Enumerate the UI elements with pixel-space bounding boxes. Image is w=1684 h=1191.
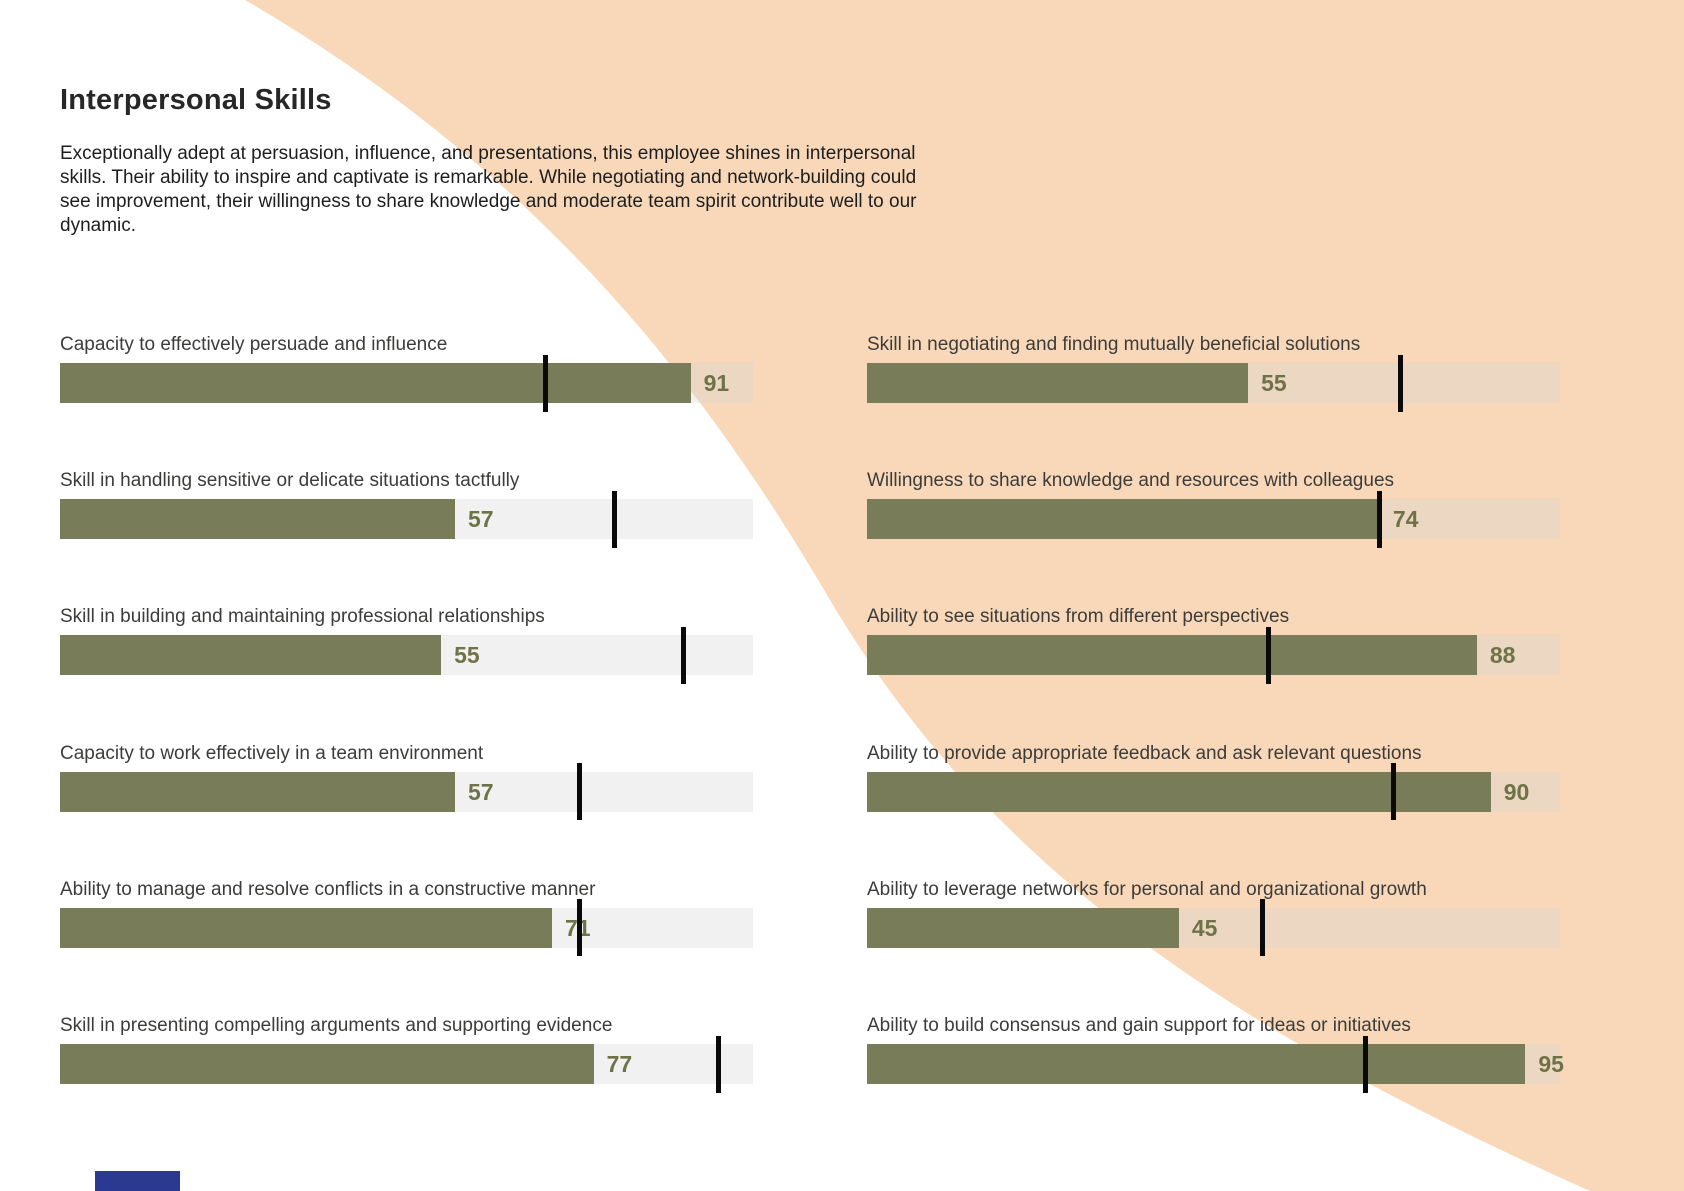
skill-bar-track — [60, 771, 753, 812]
skill-bar-fill — [60, 635, 442, 676]
benchmark-tick — [715, 1035, 721, 1093]
benchmark-tick — [611, 490, 617, 548]
skill-bar-fill — [867, 1044, 1526, 1084]
skill-bar-fill — [867, 363, 1249, 403]
benchmark-tick — [1363, 1035, 1369, 1093]
skill-bar-fill — [867, 771, 1491, 812]
skill-label: Willingness to share knowledge and resou… — [867, 470, 1395, 492]
skill-bar-track — [60, 1044, 753, 1084]
skill-label: Skill in presenting compelling arguments… — [60, 1015, 613, 1036]
skill-value: 45 — [1191, 914, 1218, 941]
skill-bar-track — [867, 771, 1560, 812]
skill-value: 77 — [606, 1051, 633, 1077]
benchmark-tick — [1391, 763, 1397, 821]
skill-value: 55 — [1261, 370, 1287, 396]
skill-bar-fill — [60, 1044, 594, 1084]
benchmark-tick — [681, 626, 687, 684]
skill-bar-fill — [867, 907, 1179, 948]
footer-accent-rect — [95, 1171, 180, 1191]
skill-bar-track — [867, 363, 1560, 403]
benchmark-tick — [577, 763, 583, 821]
skill-bar-fill — [60, 499, 455, 540]
skill-label: Capacity to work effectively in a team e… — [60, 742, 484, 764]
skill-bar-track — [60, 635, 753, 676]
skill-value: 88 — [1489, 642, 1516, 669]
skill-label: Skill in negotiating and finding mutuall… — [867, 334, 1361, 355]
skill-value: 55 — [454, 642, 480, 669]
skill-label: Skill in building and maintaining profes… — [60, 606, 545, 628]
benchmark-tick — [577, 899, 583, 957]
skill-label: Ability to see situations from different… — [867, 606, 1290, 628]
skill-bar-track — [867, 635, 1560, 676]
summary-paragraph: Exceptionally adept at persuasion, influ… — [60, 143, 917, 236]
skill-label: Ability to leverage networks for persona… — [867, 878, 1427, 900]
skill-label: Skill in handling sensitive or delicate … — [60, 470, 520, 492]
skill-bar-track — [60, 907, 753, 948]
skill-bar-track — [867, 907, 1560, 948]
skill-value: 57 — [468, 778, 494, 805]
skill-bar-track — [867, 1044, 1560, 1084]
skill-value: 95 — [1538, 1051, 1564, 1077]
skill-bar-fill — [60, 363, 691, 403]
skill-label: Ability to provide appropriate feedback … — [867, 742, 1422, 764]
skill-label: Ability to manage and resolve conflicts … — [60, 878, 596, 900]
skill-bar-track — [60, 499, 753, 540]
skill-bar-fill — [867, 635, 1477, 676]
skill-value: 74 — [1392, 506, 1419, 533]
benchmark-tick — [1377, 490, 1383, 548]
skill-bar-fill — [60, 771, 455, 812]
skill-value: 57 — [468, 506, 494, 533]
skill-bar-fill — [60, 907, 553, 948]
benchmark-tick — [1398, 354, 1404, 412]
skill-label: Ability to build consensus and gain supp… — [867, 1015, 1411, 1036]
skill-label: Capacity to effectively persuade and inf… — [60, 334, 448, 355]
benchmark-tick — [542, 354, 548, 412]
benchmark-tick — [1259, 899, 1265, 957]
page-title: Interpersonal Skills — [60, 84, 332, 116]
skill-bar-fill — [867, 499, 1380, 540]
benchmark-tick — [1266, 626, 1272, 684]
skill-value: 90 — [1503, 778, 1530, 805]
skill-value: 91 — [703, 370, 730, 396]
skill-bar-track — [867, 499, 1560, 540]
skill-bar-track — [60, 363, 753, 403]
